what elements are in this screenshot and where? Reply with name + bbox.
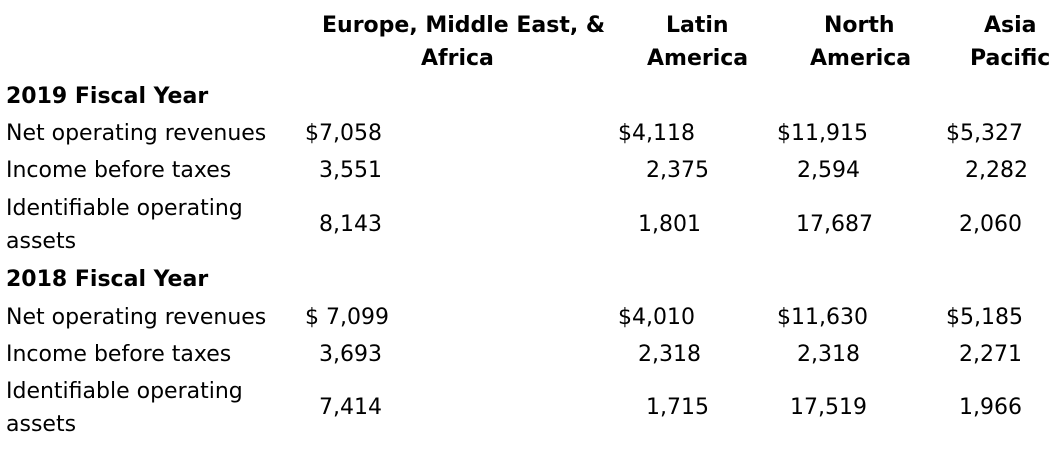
cell-2018-assets-latin: 1,715 (646, 395, 709, 420)
cell-2018-income-latin: 2,318 (638, 342, 701, 367)
section-title-2018: 2018 Fiscal Year (6, 267, 209, 292)
cell-2019-assets-emea: 8,143 (319, 212, 382, 237)
cell-2019-income-north: 2,594 (797, 158, 860, 183)
cell-2019-revenues-north: $11,915 (777, 121, 868, 146)
column-header-north-america: North (824, 13, 895, 38)
row-label-assets-2018-line2: assets (6, 412, 77, 437)
cell-2019-revenues-latin: $4,118 (618, 121, 695, 146)
cell-2018-income-north: 2,318 (797, 342, 860, 367)
cell-2018-income-emea: 3,693 (319, 342, 382, 367)
column-header-emea: Europe, Middle East, & (322, 13, 606, 38)
column-header-asia-pacific: Asia (984, 13, 1037, 38)
cell-2019-income-emea: 3,551 (319, 158, 382, 183)
column-header-emea-line2: Africa (421, 46, 494, 71)
cell-2019-assets-north: 17,687 (796, 212, 873, 237)
cell-2019-assets-asia: 2,060 (959, 212, 1022, 237)
cell-2018-assets-north: 17,519 (790, 395, 867, 420)
cell-2018-revenues-emea: $ 7,099 (305, 305, 389, 330)
row-label-income-2018: Income before taxes (6, 342, 232, 367)
cell-2018-revenues-latin: $4,010 (618, 305, 695, 330)
section-title-2019: 2019 Fiscal Year (6, 84, 209, 109)
cell-2019-revenues-emea: $7,058 (305, 121, 382, 146)
row-label-income-2019: Income before taxes (6, 158, 232, 183)
cell-2019-revenues-asia: $5,327 (946, 121, 1023, 146)
column-header-north-america-line2: America (810, 46, 912, 71)
row-label-assets-2018: Identifiable operating (6, 379, 243, 404)
cell-2018-revenues-asia: $5,185 (946, 305, 1023, 330)
cell-2019-assets-latin: 1,801 (638, 212, 701, 237)
cell-2018-assets-asia: 1,966 (959, 395, 1022, 420)
column-header-latin-america-line2: America (647, 46, 749, 71)
cell-2019-income-latin: 2,375 (646, 158, 709, 183)
cell-2018-assets-emea: 7,414 (319, 395, 382, 420)
row-label-net-revenues-2019: Net operating revenues (6, 121, 267, 146)
column-header-asia-pacific-line2: Pacific (970, 46, 1050, 71)
cell-2019-income-asia: 2,282 (965, 158, 1028, 183)
row-label-net-revenues-2018: Net operating revenues (6, 305, 267, 330)
column-header-latin-america: Latin (666, 13, 729, 38)
row-label-assets-2019: Identifiable operating (6, 196, 243, 221)
row-label-assets-2019-line2: assets (6, 229, 77, 254)
cell-2018-income-asia: 2,271 (959, 342, 1022, 367)
cell-2018-revenues-north: $11,630 (777, 305, 868, 330)
